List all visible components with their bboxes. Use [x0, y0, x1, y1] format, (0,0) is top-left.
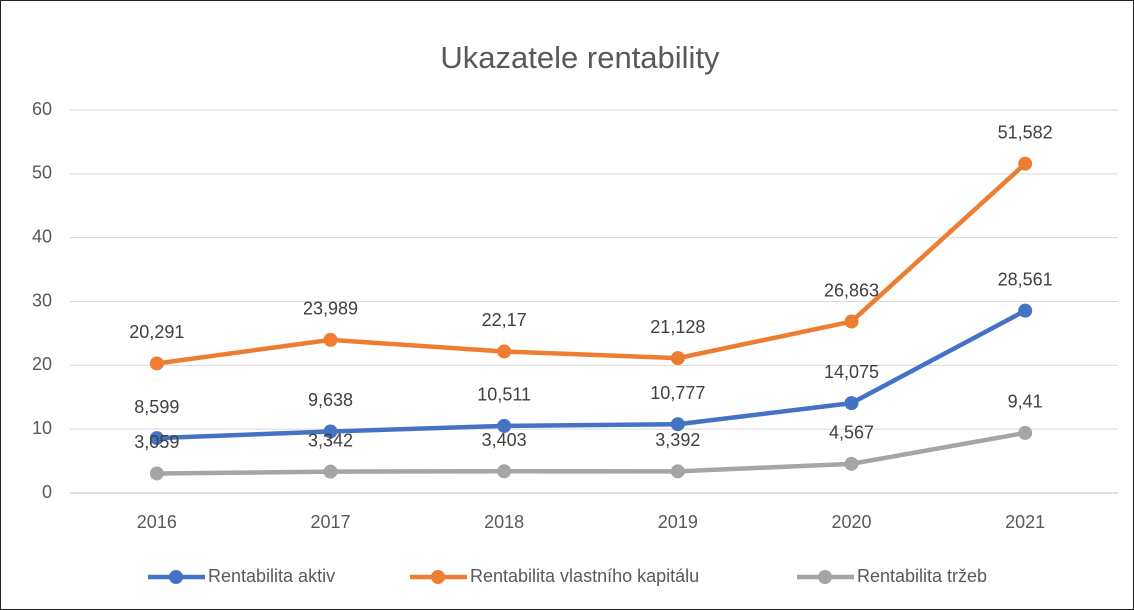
point — [670, 351, 685, 366]
series-line — [154, 161, 1028, 366]
legend-marker — [169, 570, 183, 584]
data-label: 3,342 — [308, 430, 353, 450]
legend-label: Rentabilita vlastního kapitálu — [470, 566, 699, 586]
point — [1018, 156, 1033, 171]
y-tick-label: 50 — [32, 163, 52, 183]
chart-title: Ukazatele rentability — [440, 40, 720, 75]
legend-label: Rentabilita aktiv — [208, 566, 335, 586]
data-label: 10,777 — [650, 383, 705, 403]
point — [497, 464, 512, 479]
data-label: 3,059 — [134, 432, 179, 452]
y-tick-label: 0 — [42, 482, 52, 502]
data-label: 28,561 — [998, 269, 1053, 289]
data-label: 26,863 — [824, 280, 879, 300]
point — [323, 464, 338, 479]
y-tick-label: 60 — [32, 99, 52, 119]
y-tick-label: 40 — [32, 226, 52, 246]
point — [497, 418, 512, 433]
data-label: 20,291 — [129, 322, 184, 342]
data-label: 23,989 — [303, 299, 358, 319]
point — [497, 344, 512, 359]
data-label: 21,128 — [650, 317, 705, 337]
data-label: 51,582 — [998, 122, 1053, 142]
data-label: 10,511 — [477, 385, 531, 405]
point — [323, 332, 338, 347]
x-tick-label: 2016 — [137, 512, 177, 532]
data-label: 3,403 — [482, 430, 527, 450]
point — [323, 424, 338, 439]
data-label: 9,41 — [1008, 392, 1043, 412]
data-label: 14,075 — [824, 362, 879, 382]
data-label: 4,567 — [829, 423, 874, 443]
point — [149, 356, 164, 371]
x-tick-label: 2020 — [831, 512, 871, 532]
legend-label: Rentabilita tržeb — [857, 566, 987, 586]
point — [670, 417, 685, 432]
point — [149, 431, 164, 446]
y-tick-label: 20 — [32, 354, 52, 374]
point — [149, 466, 164, 481]
series-line — [154, 430, 1028, 476]
legend-marker — [431, 570, 445, 584]
y-tick-label: 10 — [32, 418, 52, 438]
point — [1018, 425, 1033, 440]
x-tick-label: 2021 — [1005, 512, 1045, 532]
x-tick-label: 2018 — [484, 512, 524, 532]
point — [1018, 303, 1033, 318]
legend-marker — [818, 570, 832, 584]
point — [844, 456, 859, 471]
series-line — [154, 308, 1028, 441]
point — [670, 464, 685, 479]
data-label: 8,599 — [134, 397, 179, 417]
data-label: 9,638 — [308, 390, 353, 410]
y-tick-label: 30 — [32, 290, 52, 310]
x-tick-label: 2019 — [658, 512, 698, 532]
x-tick-label: 2017 — [310, 512, 350, 532]
data-label: 22,17 — [482, 310, 527, 330]
data-label: 3,392 — [655, 430, 700, 450]
point — [844, 314, 859, 329]
point — [844, 396, 859, 411]
